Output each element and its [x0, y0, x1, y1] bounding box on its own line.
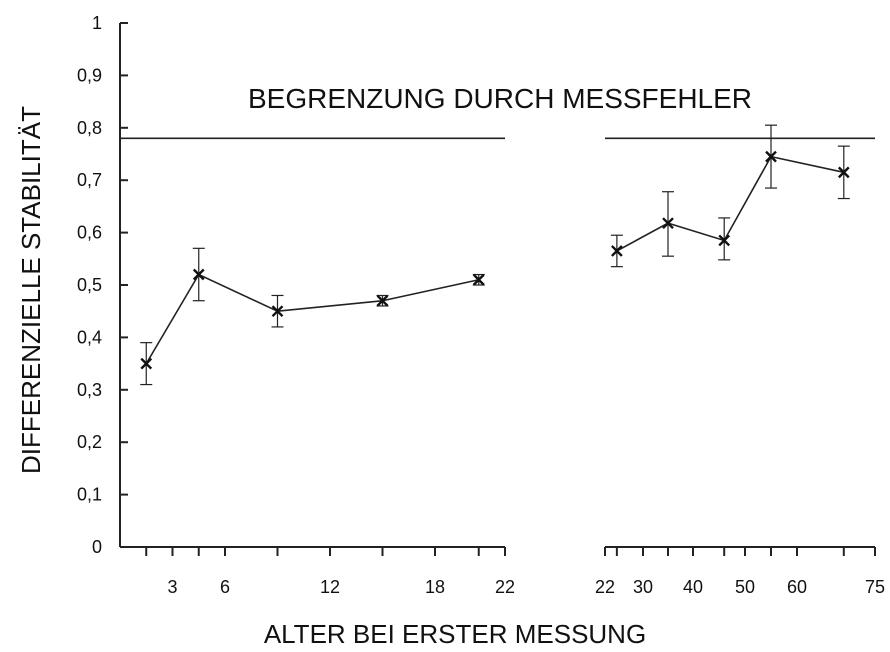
- x-tick-label: 3: [167, 577, 177, 597]
- x-marker-stroke-2: [192, 268, 205, 281]
- x-tick-label: 18: [425, 577, 445, 597]
- x-axis-title: ALTER BEI ERSTER MESSUNG: [264, 619, 646, 649]
- y-tick-label: 0: [92, 537, 102, 557]
- x-tick-label: 40: [683, 577, 703, 597]
- annotation-text: BEGRENZUNG DURCH MESSFEHLER: [248, 83, 752, 114]
- data-series: [140, 124, 850, 386]
- data-point: [837, 145, 850, 200]
- y-axis-title: DIFFERENZIELLE STABILITÄT: [16, 106, 46, 474]
- y-tick-label: 0,4: [77, 327, 102, 347]
- x-tick-label: 30: [633, 577, 653, 597]
- x-tick-label: 12: [320, 577, 340, 597]
- axes: 0 0,1 0,2 0,3 0,4 0,5 0,6 0,7 0,8 0,9 1 3 6 12 18 22 22 3…: [77, 13, 885, 597]
- x-marker-stroke-2: [662, 217, 674, 230]
- data-point: [610, 234, 623, 268]
- x-tick-label: 22: [495, 577, 515, 597]
- x-tick-label: 60: [787, 577, 807, 597]
- data-point: [271, 294, 284, 328]
- series-line-segment-1: [145, 273, 479, 365]
- y-tick-label: 0,8: [77, 118, 102, 138]
- x-marker-stroke-2: [140, 357, 153, 370]
- x-tick-label: 6: [220, 577, 230, 597]
- x-tick-label: 75: [865, 577, 885, 597]
- y-tick-label: 0,1: [77, 485, 102, 505]
- series-line-segment-2: [616, 155, 844, 252]
- x-marker-stroke-2: [837, 166, 850, 179]
- x-tick-label: 22: [595, 577, 615, 597]
- y-tick-label: 0,2: [77, 432, 102, 452]
- data-point: [376, 294, 389, 307]
- x-marker-stroke-2: [271, 305, 284, 318]
- x-marker-stroke-2: [376, 294, 389, 307]
- x-marker-stroke-2: [472, 273, 485, 286]
- data-point: [192, 247, 205, 302]
- y-tick-label: 0,7: [77, 170, 102, 190]
- data-point: [140, 342, 153, 386]
- data-point: [472, 273, 485, 286]
- y-tick-label: 0,3: [77, 380, 102, 400]
- x-marker-stroke-2: [611, 245, 623, 257]
- y-tick-label: 0,5: [77, 275, 102, 295]
- x-marker-stroke-2: [718, 234, 731, 247]
- data-point: [765, 124, 777, 189]
- x-marker-stroke-2: [765, 150, 777, 163]
- y-tick-label: 0,9: [77, 65, 102, 85]
- x-tick-label: 50: [735, 577, 755, 597]
- y-tick-label: 0,6: [77, 223, 102, 243]
- data-point: [718, 217, 731, 261]
- data-point: [662, 191, 674, 257]
- y-tick-label: 1: [92, 13, 102, 33]
